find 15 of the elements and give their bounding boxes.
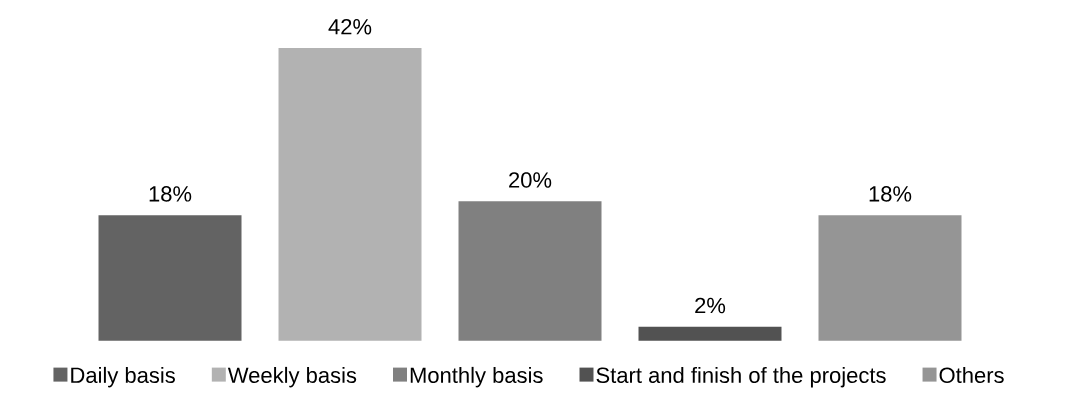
- bar: [98, 215, 242, 341]
- data-label: 18%: [869, 186, 912, 202]
- legend-label: Daily basis: [71, 366, 175, 388]
- data-label: 2%: [695, 297, 726, 314]
- legend-label: Weekly basis: [227, 366, 357, 388]
- bar: [278, 47, 422, 341]
- data-label: 20%: [509, 172, 552, 188]
- legend-label: Monthly basis: [410, 366, 543, 388]
- bar: [818, 215, 962, 341]
- bar: [458, 201, 602, 341]
- data-label: 42%: [328, 18, 372, 35]
- legend-label: Start and finish of the projects: [596, 366, 886, 388]
- data-label: 18%: [149, 186, 192, 202]
- legend-label: Others: [939, 366, 1004, 384]
- bar: [638, 326, 782, 341]
